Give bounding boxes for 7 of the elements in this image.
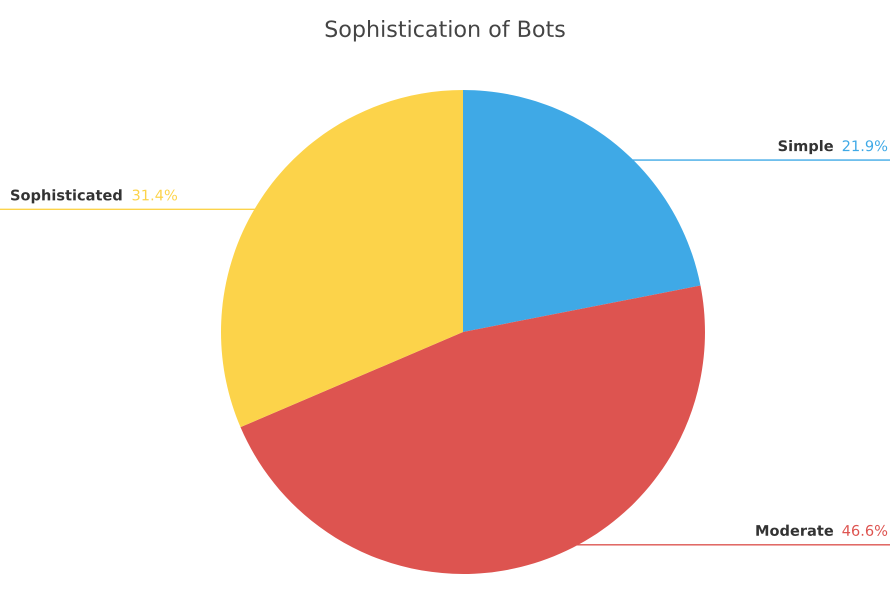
slice-label: Sophisticated bbox=[11, 189, 122, 204]
slice-label: Simple bbox=[778, 140, 833, 154]
chart-title: Sophistication of Bots bbox=[326, 20, 565, 42]
data-label: 46.6% bbox=[842, 524, 888, 536]
slice-label: Moderate bbox=[756, 524, 834, 536]
data-label: 21.9% bbox=[842, 140, 888, 152]
data-label: 31.4% bbox=[132, 190, 178, 201]
